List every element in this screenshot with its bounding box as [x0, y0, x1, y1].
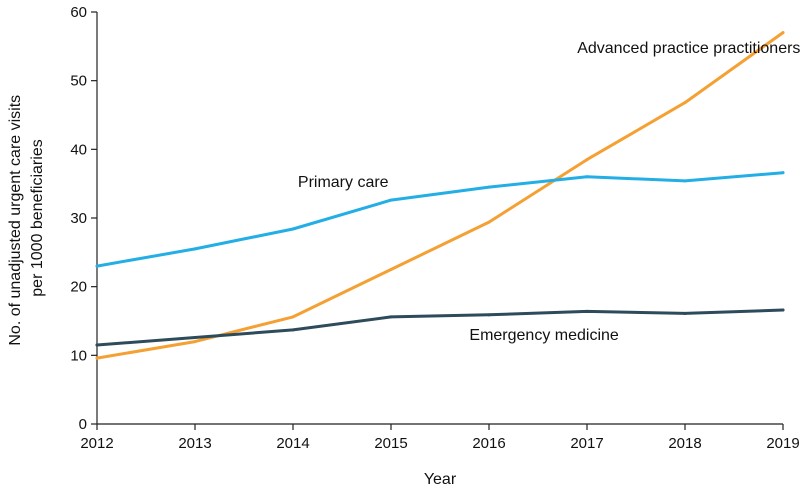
- data-point-primary-care: [487, 185, 491, 189]
- x-tick-label: 2017: [570, 435, 603, 452]
- y-tick-label: 20: [70, 279, 87, 296]
- series-line-primary-care: [95, 171, 785, 268]
- y-tick-label: 0: [79, 416, 87, 433]
- series-line-emergency-medicine: [95, 308, 785, 347]
- data-point-primary-care: [585, 175, 589, 179]
- series-labels: Advanced practice practitioners Primary c…: [298, 40, 801, 344]
- y-axis-title: No. of unadjusted urgent care visits per…: [7, 90, 46, 345]
- data-point-emergency-medicine: [193, 335, 197, 339]
- y-tick-label: 10: [70, 347, 87, 364]
- data-point-emergency-medicine: [683, 311, 687, 315]
- y-axis-title-line-1: No. of unadjusted urgent care visits: [7, 95, 24, 346]
- data-point-primary-care: [389, 198, 393, 202]
- data-point-advanced-practice-practitioners: [291, 315, 295, 319]
- series-label-emergency-medicine: Emergency medicine: [469, 327, 619, 344]
- data-point-advanced-practice-practitioners: [193, 340, 197, 344]
- x-tick-label: 2015: [374, 435, 407, 452]
- data-point-primary-care: [291, 227, 295, 231]
- data-point-emergency-medicine: [487, 313, 491, 317]
- x-tick-label: 2016: [472, 435, 505, 452]
- data-point-primary-care: [683, 179, 687, 183]
- y-tick-label: 50: [70, 73, 87, 90]
- data-point-primary-care: [781, 171, 785, 175]
- data-point-emergency-medicine: [291, 328, 295, 332]
- series-label-primary-care: Primary care: [298, 174, 389, 191]
- data-point-primary-care: [95, 264, 99, 268]
- data-point-emergency-medicine: [95, 343, 99, 347]
- x-tick-label: 2012: [80, 435, 113, 452]
- y-tick-label: 60: [70, 4, 87, 21]
- series-lines: [95, 31, 785, 360]
- data-point-emergency-medicine: [585, 309, 589, 313]
- data-point-primary-care: [193, 247, 197, 251]
- x-tick-label: 2018: [668, 435, 701, 452]
- series-line-advanced-practice-practitioners: [95, 31, 785, 360]
- x-axis-title: Year: [424, 471, 457, 488]
- series-label-advanced-practice-practitioners: Advanced practice practitioners: [577, 40, 800, 57]
- y-ticks: 0 10 20 30 40 50 60: [70, 4, 97, 433]
- y-tick-label: 30: [70, 210, 87, 227]
- data-point-advanced-practice-practitioners: [781, 31, 785, 35]
- data-point-advanced-practice-practitioners: [585, 158, 589, 162]
- data-point-advanced-practice-practitioners: [95, 356, 99, 360]
- x-ticks: 2012 2013 2014 2015 2016 2017 2018 2019: [80, 424, 800, 452]
- data-point-emergency-medicine: [781, 308, 785, 312]
- data-point-emergency-medicine: [389, 315, 393, 319]
- x-tick-label: 2014: [276, 435, 309, 452]
- data-point-advanced-practice-practitioners: [683, 101, 687, 105]
- x-tick-label: 2019: [766, 435, 799, 452]
- data-point-advanced-practice-practitioners: [487, 220, 491, 224]
- data-point-advanced-practice-practitioners: [389, 268, 393, 271]
- y-axis-title-line-2: per 1000 beneficiaries: [29, 139, 46, 296]
- axes: [96, 12, 783, 425]
- x-tick-label: 2013: [178, 435, 211, 452]
- y-tick-label: 40: [70, 141, 87, 158]
